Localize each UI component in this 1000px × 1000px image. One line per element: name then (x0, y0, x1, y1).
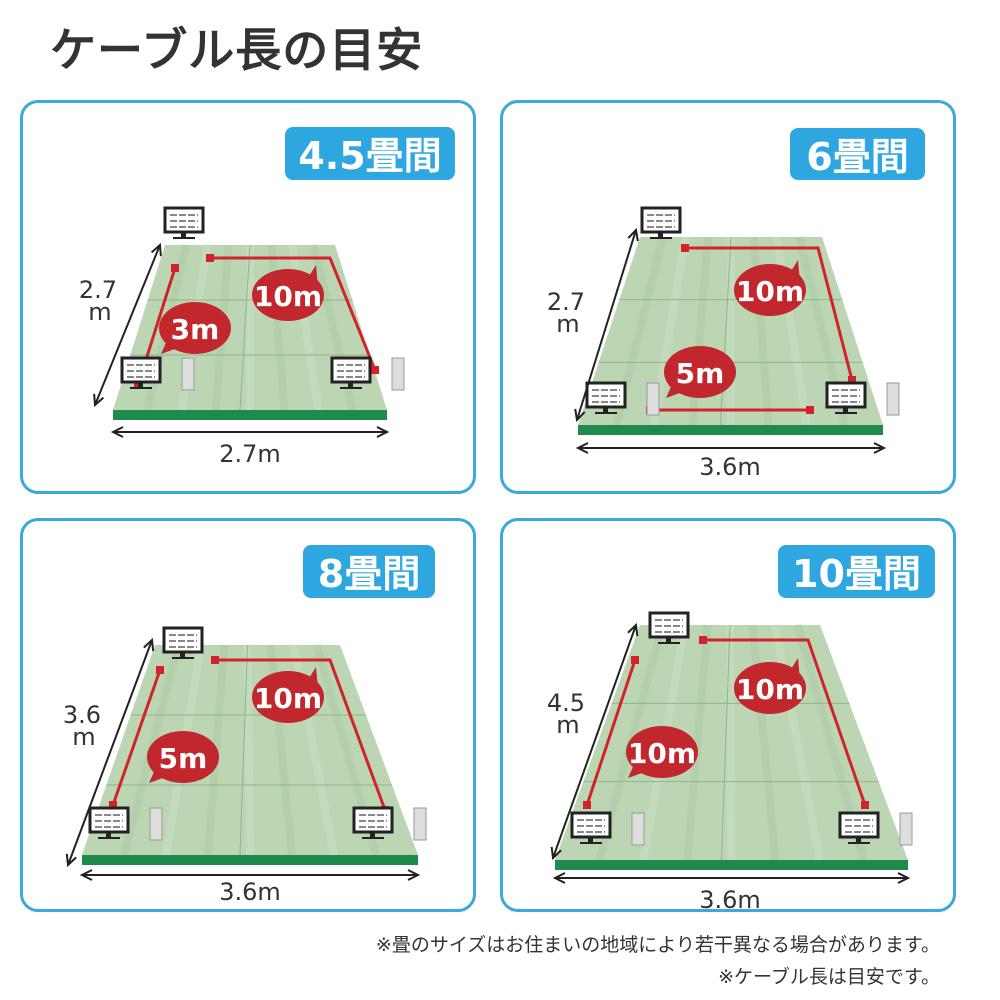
cable-length-bubble: 3m (159, 302, 231, 354)
tatami-seam (721, 624, 731, 861)
room-size-badge: 4.5畳間 (285, 127, 455, 180)
tatami-seam (239, 244, 251, 411)
cable-connector (681, 244, 689, 252)
room-size-label: 4.5畳間 (298, 134, 441, 178)
panel-6-tatami: 6畳間 10m 5m 2.7 m 3.6m (500, 100, 956, 494)
tatami-stripe (683, 624, 712, 861)
width-label: 3.6m (699, 453, 761, 481)
footnote-tatami-size: ※畳のサイズはお住まいの地域により若干異なる場合があります。 (375, 934, 940, 956)
depth-unit: m (556, 711, 579, 739)
tatami-stripe (243, 644, 254, 856)
desktop-pc-icon (330, 356, 405, 391)
desktop-pc-icon (570, 811, 645, 846)
cable-length-label: 10m (254, 682, 322, 715)
page-title: ケーブル長の目安 (50, 23, 424, 77)
cable-connector (371, 366, 379, 374)
width-label: 3.6m (699, 886, 761, 912)
lan-cable (210, 256, 377, 371)
room-size-badge: 10畳間 (778, 545, 935, 598)
panel-8-tatami: 8畳間 10m 5m 3.6 m 3.6m (20, 518, 476, 912)
depth-value: 2.7 (79, 276, 117, 304)
room-diagram: 4.5畳間 3m 10m 2.7m 2.7m (79, 127, 455, 468)
desktop-pc-icon (352, 806, 427, 841)
panel-4-5-tatami: 4.5畳間 3m 10m 2.7 m 2.7m (20, 100, 476, 494)
cable-length-label: 5m (159, 742, 208, 775)
floor-edge (555, 860, 908, 870)
depth-value: 3.6 (63, 701, 101, 729)
room-size-badge: 6畳間 (790, 128, 925, 180)
floor-edge (82, 855, 418, 865)
cable-length-bubble: 10m (252, 265, 324, 321)
room-size-label: 6畳間 (806, 135, 908, 179)
cable-length-label: 10m (736, 275, 804, 308)
router-monitor-icon (648, 611, 690, 644)
cable-length-bubble: 10m (252, 667, 324, 723)
room-size-label: 10畳間 (792, 552, 921, 596)
cable-connector (156, 666, 164, 674)
depth-unit: m (556, 310, 579, 338)
desktop-pc-icon (838, 811, 913, 846)
cable-length-label: 10m (628, 737, 696, 770)
cable-length-bubble: 10m (734, 658, 806, 714)
lan-cable (215, 658, 387, 811)
tatami-stripe (726, 624, 736, 861)
floor-edge (113, 410, 387, 420)
cable-connector (806, 406, 814, 414)
cable-length-bubble: 10m (734, 260, 806, 316)
tatami-seam (239, 644, 248, 856)
cable-connector (631, 656, 639, 664)
tatami-stripe (726, 236, 735, 426)
width-label: 2.7m (219, 440, 281, 468)
depth-dimension-arrow (552, 624, 637, 859)
room-diagram: 6畳間 10m 5m 2.7m 3.6m (547, 128, 925, 481)
room-diagram: 10畳間 10m 10m 4.5m 3.6m (547, 545, 935, 912)
panel-10-tatami: 10畳間 10m 10m 4.5 m 3.6m (500, 518, 956, 912)
cable-length-bubble: 5m (147, 731, 219, 783)
depth-dimension-arrow (67, 639, 153, 866)
lan-cable (703, 638, 867, 806)
router-monitor-icon (640, 206, 682, 239)
router-monitor-icon (162, 626, 204, 659)
footnote-cable-length: ※ケーブル長は目安です。 (718, 966, 940, 988)
desktop-pc-icon (120, 356, 195, 391)
room-size-label: 8畳間 (318, 552, 420, 596)
cable-connector (699, 636, 707, 644)
cable-connector (583, 801, 591, 809)
depth-unit: m (88, 298, 111, 326)
depth-dimension-arrow (576, 229, 637, 421)
cable-connector (848, 376, 856, 384)
cable-length-bubble: 10m (626, 726, 698, 778)
room-diagram: 8畳間 10m 5m 3.6m 3.6m (63, 545, 435, 906)
cable-connector (206, 254, 214, 262)
cable-length-bubble: 5m (664, 346, 736, 398)
cable-length-label: 3m (171, 313, 220, 346)
cable-connector (109, 801, 117, 809)
floor-edge (578, 425, 883, 435)
desktop-pc-icon (88, 806, 163, 841)
cable-length-label: 5m (676, 357, 725, 390)
depth-value: 2.7 (547, 288, 585, 316)
lan-cable (111, 669, 162, 806)
router-monitor-icon (163, 206, 205, 239)
cable-connector (861, 801, 869, 809)
tatami-seam (720, 236, 732, 426)
width-label: 3.6m (219, 878, 281, 906)
depth-dimension-arrow (94, 244, 161, 406)
lan-cable (685, 246, 854, 381)
desktop-pc-icon (825, 381, 900, 416)
cable-length-label: 10m (736, 673, 804, 706)
lan-cable (585, 659, 637, 806)
cable-connector (211, 656, 219, 664)
depth-unit: m (72, 723, 95, 751)
cable-length-label: 10m (254, 280, 322, 313)
depth-value: 4.5 (547, 689, 585, 717)
cable-connector (171, 264, 179, 272)
desktop-pc-icon (585, 381, 660, 416)
room-size-badge: 8畳間 (303, 545, 435, 598)
